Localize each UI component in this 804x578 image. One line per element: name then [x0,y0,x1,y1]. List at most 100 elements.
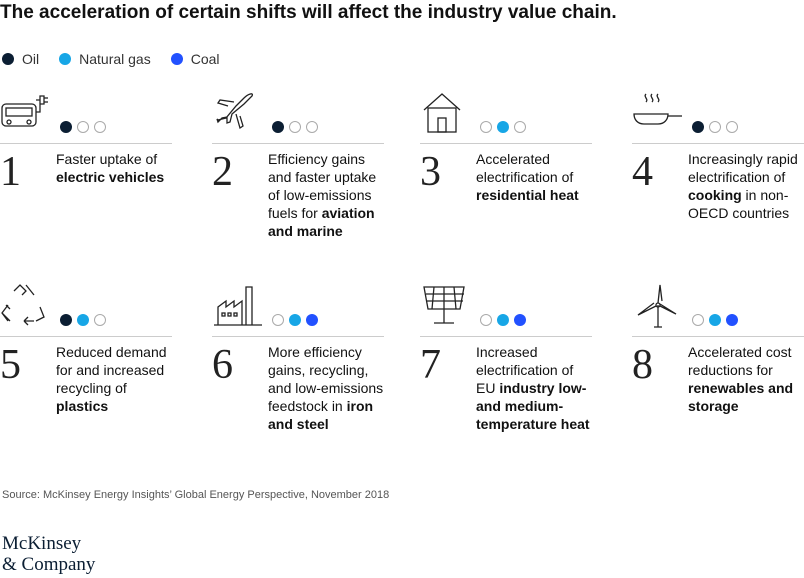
card: 7 Increased electrification of EU industr… [420,283,592,473]
fuel-dots [692,121,738,133]
card-text: Increasingly rapid electrification of co… [688,150,804,222]
icon [637,284,677,328]
card: 6 More efficiency gains, recycling, and l… [212,283,384,473]
text-segment: plastics [56,398,109,414]
text-segment: cooking [688,187,742,203]
legend-swatch [59,53,72,65]
fuel-dots [60,121,106,133]
icon [654,305,662,328]
fuel-dot [289,314,301,326]
icon [214,286,262,326]
icon [214,286,262,326]
card: 2 Efficiency gains and faster uptake of l… [212,90,384,280]
icon [221,312,226,317]
icon [637,284,677,316]
legend: Oil Natural gas Coal [2,51,220,67]
legend-swatch [170,53,183,65]
card-text: Efficiency gains and faster uptake of lo… [268,150,386,240]
fuel-dots [60,314,106,326]
logo: McKinsey & Company [2,533,95,575]
fuel-dots [272,314,318,326]
text-segment: Increased electrification of EU [476,344,574,396]
text-segment: Reduced demand for and increased recycli… [56,344,167,396]
icon [423,286,465,324]
fuel-dot [514,121,526,133]
icon [36,95,45,113]
icon [1,95,48,127]
text-segment: aviation and marine [268,205,375,239]
fuel-dot [94,314,106,326]
icon [633,93,682,125]
card-number: 4 [632,149,653,195]
icon [434,309,454,324]
icon [1,103,37,127]
card-text: Increased electrification of EU industry… [476,343,594,433]
card: 4 Increasingly rapid electrification of c… [632,90,804,280]
fuel-dot [289,121,301,133]
card-number: 6 [212,342,233,388]
icon [216,99,244,130]
fuel-dots [692,314,738,326]
fuel-dot [709,314,721,326]
card-number: 7 [420,342,441,388]
text-segment: Accelerated electrification of [476,151,574,185]
fuel-dot [497,121,509,133]
text-segment: industry low- and medium-temperature hea… [476,380,590,432]
legend-label: Oil [22,51,40,67]
fuel-dot [692,314,704,326]
text-segment: iron and steel [268,398,374,432]
logo-line: & Company [2,554,96,575]
card: 1 Faster uptake of electric vehicles [0,90,172,280]
text-segment: More efficiency gains, recycling, and lo… [268,344,384,414]
fuel-dot [726,121,738,133]
logo-line: McKinsey [2,533,82,554]
icon [423,286,465,310]
card: 8 Accelerated cost reductions for renewab… [632,283,804,473]
legend-label: Coal [190,51,220,67]
card-number: 5 [0,342,21,388]
icon [644,93,660,103]
fuel-dot [60,314,72,326]
divider [632,336,804,337]
icon [216,93,254,124]
icon [427,107,457,133]
source: Source: McKinsey Energy Insights’ Global… [2,489,390,501]
icon [1,284,45,326]
legend-item: Natural gas [59,51,151,67]
legend-swatch [2,53,14,65]
card-text: Faster uptake of electric vehicles [56,150,174,186]
text-segment: Efficiency gains and faster uptake of lo… [268,151,377,221]
fuel-dot [480,314,492,326]
icon [437,117,447,133]
text-segment: residential heat [476,187,579,203]
fuel-dot [94,121,106,133]
icon [1,284,45,326]
text-segment: renewables and storage [688,380,794,414]
fuel-dots [480,314,526,326]
fuel-dot [480,121,492,133]
divider [212,336,384,337]
icon [5,107,33,117]
icon [426,286,464,310]
fuel-dot [272,314,284,326]
card-number: 1 [0,149,21,195]
divider [420,336,592,337]
divider [632,143,804,144]
fuel-dot [272,121,284,133]
fuel-dot [60,121,72,133]
card-text: Accelerated electrification of residenti… [476,150,594,204]
icon [423,93,461,111]
icon [633,113,669,125]
icon [423,93,461,133]
text-segment: in non-OECD countries [688,187,790,221]
divider [0,143,172,144]
fuel-dot [726,314,738,326]
divider [212,143,384,144]
fuel-dot [77,121,89,133]
card-number: 8 [632,342,653,388]
fuel-dot [77,314,89,326]
fuel-dot [709,121,721,133]
legend-label: Natural gas [79,51,151,67]
card-number: 2 [212,149,233,195]
icon [233,312,238,317]
